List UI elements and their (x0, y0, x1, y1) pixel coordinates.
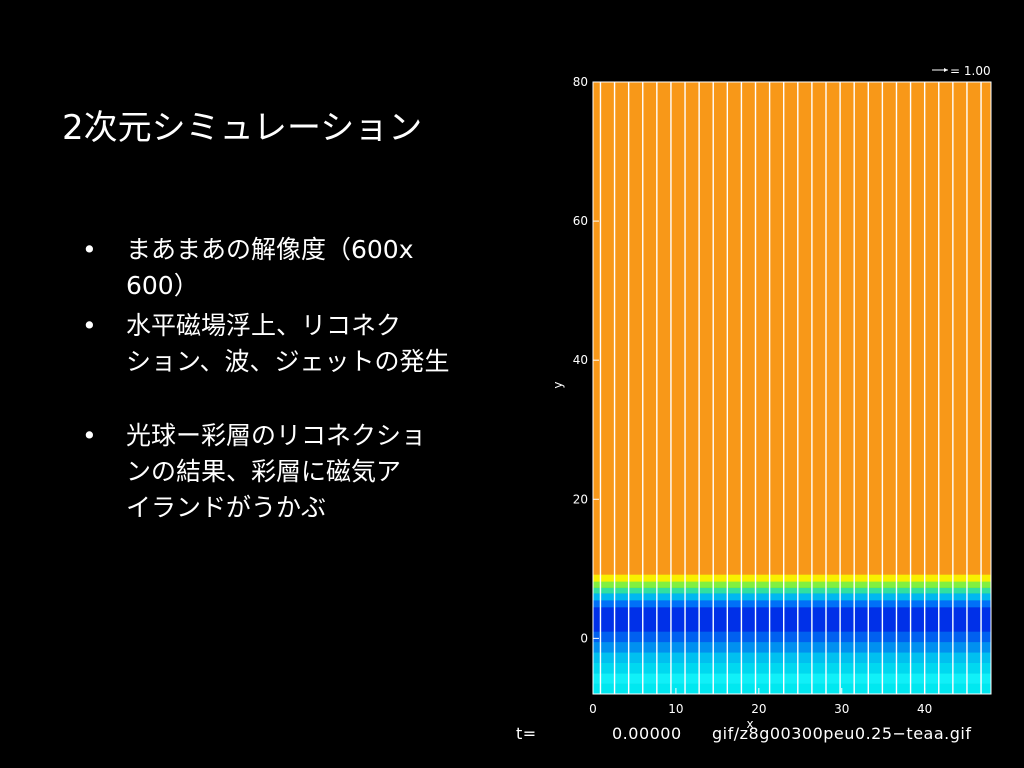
color-band (593, 82, 991, 575)
y-tick-label: 80 (573, 75, 588, 89)
x-tick-label: 10 (668, 702, 683, 716)
color-band (593, 652, 991, 664)
time-label: t= (516, 724, 537, 743)
file-name: gif/z8g00300peu0.25−teaa.gif (712, 724, 972, 743)
bullet-dot: • (82, 235, 97, 264)
x-tick-label: 0 (589, 702, 597, 716)
color-band (593, 662, 991, 674)
time-value: 0.00000 (612, 724, 682, 743)
y-tick-label: 40 (573, 353, 588, 367)
arrowhead-icon (944, 68, 948, 72)
color-band (593, 600, 991, 608)
bullet-line: まあまあの解像度（600x (126, 235, 414, 264)
color-band (593, 673, 991, 684)
x-tick-label: 30 (834, 702, 849, 716)
bullet-line: 水平磁場浮上、リコネク (126, 311, 402, 340)
reference-vector-label: = 1.00 (950, 64, 991, 78)
color-band (593, 574, 991, 582)
x-axis-label: x (746, 717, 753, 731)
color-band (593, 631, 991, 643)
y-tick-label: 20 (573, 492, 588, 506)
x-tick-label: 40 (917, 702, 932, 716)
bullet-line: 600） (126, 271, 199, 300)
x-tick-label: 20 (751, 702, 766, 716)
bullet-item: • まあまあの解像度（600x 600） (82, 232, 502, 304)
field-lines (599, 82, 982, 694)
bullet-line: イランドがうかぶ (126, 493, 327, 522)
y-axis-label: y (551, 381, 565, 388)
color-band (593, 641, 991, 653)
bullet-dot: • (82, 421, 97, 450)
bullet-dot: • (82, 311, 97, 340)
slide-title: 2次元シミュレーション (62, 108, 423, 148)
axes: 0 10 20 30 40 0 20 40 60 80 (573, 75, 933, 716)
y-tick-label: 0 (580, 631, 588, 645)
bullet-line: ンの結果、彩層に磁気ア (126, 457, 402, 486)
color-bands (593, 82, 991, 695)
simulation-heatmap: 0 10 20 30 40 0 20 40 60 80 = 1.00 x y (551, 64, 992, 731)
bullet-list: • まあまあの解像度（600x 600） • 水平磁場浮上、リコネク ション、波… (82, 232, 502, 526)
bullet-line: ション、波、ジェットの発生 (126, 347, 450, 376)
bullet-item: • 光球ー彩層のリコネクショ ンの結果、彩層に磁気ア イランドがうかぶ (82, 418, 502, 526)
color-band (593, 593, 991, 601)
color-band (593, 587, 991, 594)
simulation-plot: 0 10 20 30 40 0 20 40 60 80 = 1.00 x y (520, 60, 1020, 760)
color-band (593, 607, 991, 632)
bullet-item: • 水平磁場浮上、リコネク ション、波、ジェットの発生 (82, 308, 502, 380)
reference-vector: = 1.00 (932, 64, 991, 78)
y-tick-label: 60 (573, 214, 588, 228)
plot-frame (592, 81, 992, 695)
color-band (593, 581, 991, 588)
bullet-line: 光球ー彩層のリコネクショ (126, 421, 427, 450)
color-band (593, 683, 991, 695)
